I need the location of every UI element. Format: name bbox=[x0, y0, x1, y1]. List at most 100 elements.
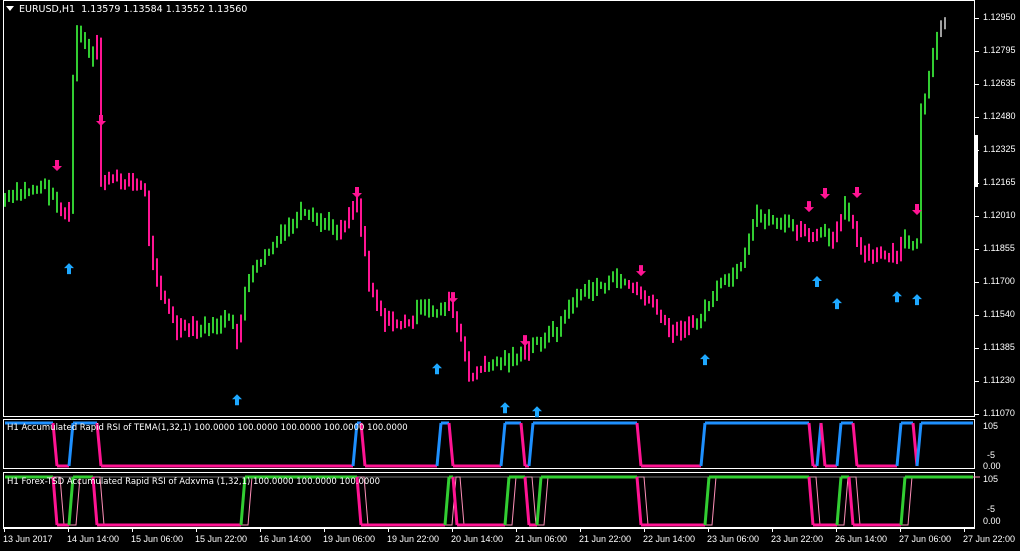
dropdown-triangle-icon[interactable] bbox=[6, 6, 14, 11]
price-bar bbox=[584, 283, 586, 297]
price-bar bbox=[764, 213, 766, 230]
price-bar bbox=[156, 258, 158, 287]
price-bar bbox=[684, 321, 686, 338]
price-bar bbox=[16, 182, 18, 201]
up-arrow-icon bbox=[812, 276, 822, 288]
price-bar bbox=[368, 250, 370, 292]
price-bar bbox=[328, 211, 330, 231]
indicator-line-segment bbox=[447, 422, 455, 467]
price-axis-label: 1.11385 bbox=[983, 342, 1015, 352]
price-bar bbox=[304, 208, 306, 216]
time-axis-label: 15 Jun 22:00 bbox=[195, 534, 248, 544]
up-arrow-icon bbox=[500, 402, 510, 414]
time-axis-label: 19 Jun 06:00 bbox=[323, 534, 376, 544]
price-bar bbox=[100, 37, 102, 187]
price-bar bbox=[540, 337, 542, 352]
price-scale-marker[interactable] bbox=[975, 135, 978, 187]
price-bar bbox=[364, 226, 366, 257]
price-bar bbox=[64, 207, 66, 220]
price-axis-label: 1.11855 bbox=[983, 243, 1015, 253]
price-bar bbox=[824, 223, 826, 237]
price-bar bbox=[36, 185, 38, 194]
indicator-line-segment bbox=[807, 476, 815, 526]
price-bar bbox=[940, 20, 942, 38]
price-bars bbox=[4, 17, 946, 382]
indicator-line-segment bbox=[359, 422, 367, 467]
price-bar bbox=[112, 174, 114, 184]
price-bar bbox=[388, 310, 390, 326]
price-axis-label: 1.12795 bbox=[983, 45, 1016, 55]
price-bar bbox=[184, 319, 186, 331]
price-bar bbox=[264, 249, 266, 265]
price-bar bbox=[348, 207, 350, 229]
price-bar bbox=[460, 323, 462, 342]
down-arrow-icon bbox=[804, 201, 814, 213]
price-bar bbox=[204, 316, 206, 334]
main-panel-border bbox=[3, 0, 975, 417]
time-axis-label: 15 Jun 06:00 bbox=[131, 534, 184, 544]
price-bar bbox=[916, 238, 918, 249]
indicator-line-segment bbox=[847, 476, 855, 526]
indicator-line-segment bbox=[635, 476, 643, 526]
price-axis-label: 1.12165 bbox=[983, 177, 1016, 187]
price-bar bbox=[8, 189, 10, 202]
price-bar bbox=[372, 282, 374, 298]
price-bar bbox=[400, 321, 402, 330]
price-bar bbox=[416, 299, 418, 325]
price-bar bbox=[312, 207, 314, 222]
price-bar bbox=[692, 315, 694, 328]
price-bar bbox=[224, 309, 226, 328]
up-arrow-icon bbox=[532, 406, 542, 418]
price-bar bbox=[552, 321, 554, 337]
price-bar bbox=[60, 202, 62, 217]
price-bar bbox=[80, 25, 82, 43]
price-bar bbox=[132, 173, 134, 191]
price-bar bbox=[440, 302, 442, 316]
indicator-line-segment bbox=[451, 476, 459, 526]
price-bar bbox=[152, 235, 154, 271]
indicator-line-segment bbox=[527, 422, 535, 467]
price-bar bbox=[568, 299, 570, 319]
price-bar bbox=[500, 357, 502, 371]
price-bar bbox=[180, 318, 182, 338]
indicator1-scale-min: 0.00 bbox=[983, 461, 1001, 471]
price-bar bbox=[492, 359, 494, 371]
price-bar bbox=[644, 290, 646, 306]
time-axis-label: 21 Jun 22:00 bbox=[579, 534, 632, 544]
price-bar bbox=[660, 309, 662, 324]
price-bar bbox=[344, 220, 346, 233]
price-bar bbox=[88, 38, 90, 58]
price-bar bbox=[276, 235, 278, 248]
price-bar bbox=[580, 289, 582, 301]
price-bar bbox=[12, 189, 14, 203]
indicator-line-segment bbox=[67, 476, 75, 526]
price-bar bbox=[736, 263, 738, 280]
indicator1-lines bbox=[5, 421, 973, 468]
price-bar bbox=[612, 271, 614, 283]
price-bar bbox=[332, 219, 334, 235]
price-bar bbox=[404, 314, 406, 328]
price-bar bbox=[164, 290, 166, 304]
price-bar bbox=[232, 314, 234, 330]
price-bar bbox=[448, 291, 450, 312]
indicator-line-segment bbox=[915, 422, 923, 467]
price-bar bbox=[488, 361, 490, 372]
indicator1-panel-border bbox=[3, 419, 975, 469]
price-bar bbox=[104, 174, 106, 191]
down-arrow-icon bbox=[52, 160, 62, 172]
price-bar bbox=[744, 247, 746, 268]
indicator-line-segment bbox=[51, 422, 59, 467]
price-bar bbox=[108, 171, 110, 185]
time-axis-label: 23 Jun 22:00 bbox=[771, 534, 824, 544]
axis-ticks bbox=[4, 18, 979, 532]
price-bar bbox=[292, 218, 294, 234]
price-bar bbox=[320, 213, 322, 232]
price-bar bbox=[592, 282, 594, 302]
indicator-line-segment bbox=[351, 422, 359, 467]
price-bar bbox=[380, 300, 382, 317]
price-bar bbox=[244, 286, 246, 321]
indicator-line-segment bbox=[519, 422, 527, 467]
down-arrow-icon bbox=[636, 265, 646, 277]
price-bar bbox=[284, 224, 286, 241]
